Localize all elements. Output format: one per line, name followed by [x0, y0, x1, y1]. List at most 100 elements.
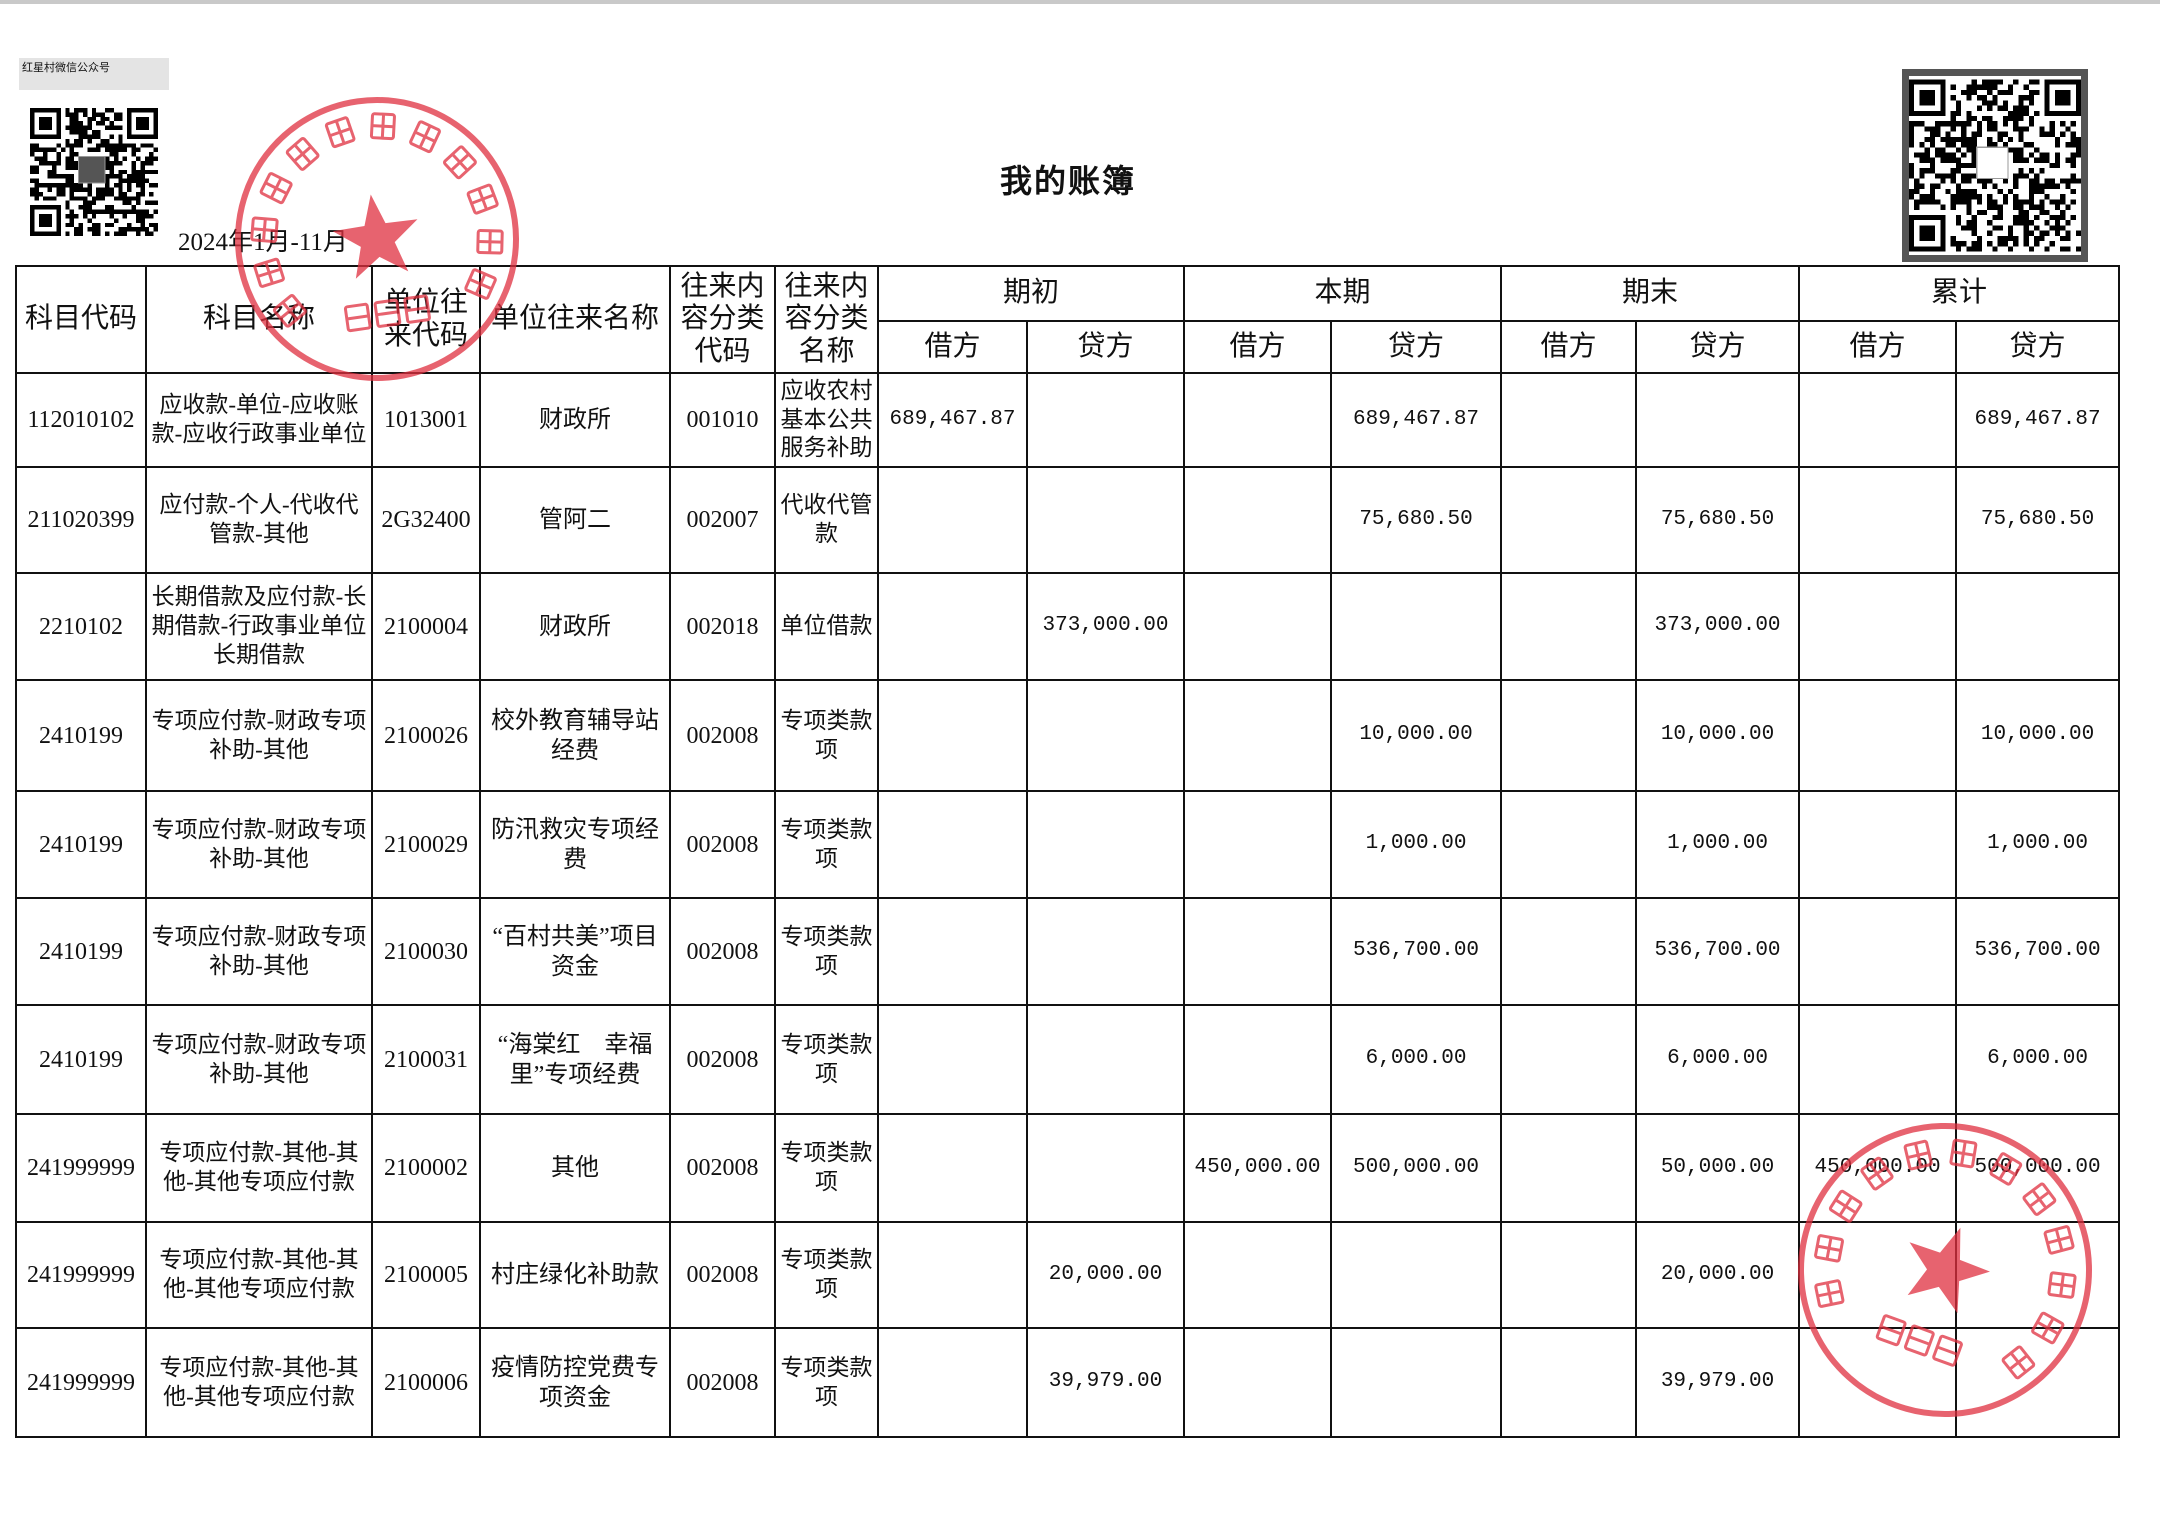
cell-unit-code: 2100026 — [371, 679, 481, 792]
cell-code: 2410199 — [15, 1004, 147, 1115]
cell-credit: 536,700.00 — [1955, 897, 2121, 1006]
cell-debit — [1798, 1221, 1958, 1329]
header-unit-code: 单位往来代码 — [371, 265, 481, 374]
cell-debit — [1183, 1221, 1333, 1329]
cell-code: 2410199 — [15, 790, 147, 899]
cell-credit — [1955, 1327, 2121, 1438]
cell-credit — [1330, 572, 1503, 681]
cell-cat-code: 001010 — [669, 372, 776, 468]
cell-credit — [1025, 790, 1186, 899]
table-row: 211020399 应付款-个人-代收代管款-其他 2G32400 管阿二 002007… — [15, 466, 2121, 574]
cell-cat-code: 002008 — [669, 790, 776, 899]
cell-debit — [877, 572, 1028, 681]
cell-credit: 20,000.00 — [1025, 1221, 1186, 1329]
cell-debit — [1798, 1004, 1958, 1115]
table-row: 241999999 专项应付款-其他-其他-其他专项应付款 2100005 村庄绿化补… — [15, 1221, 2121, 1329]
cell-credit: 536,700.00 — [1635, 897, 1801, 1006]
cell-credit: 6,000.00 — [1635, 1004, 1801, 1115]
cell-credit: 75,680.50 — [1635, 466, 1801, 574]
cell-name: 专项应付款-其他-其他-其他专项应付款 — [145, 1221, 373, 1329]
cell-unit-name: 校外教育辅导站经费 — [479, 679, 671, 792]
cell-credit: 373,000.00 — [1635, 572, 1801, 681]
cell-name: 专项应付款-财政专项补助-其他 — [145, 897, 373, 1006]
cell-credit — [1635, 372, 1801, 468]
header-credit: 贷方 — [1025, 320, 1186, 374]
cell-debit — [877, 1221, 1028, 1329]
cell-debit — [1183, 897, 1333, 1006]
cell-cat-code: 002008 — [669, 1004, 776, 1115]
ledger-table: 科目代码 科目名称 单位往来代码 单位往来名称 往来内容分类代码 往来内容分类名… — [15, 265, 2121, 1438]
cell-cat-code: 002008 — [669, 1113, 776, 1223]
cell-unit-code: 2G32400 — [371, 466, 481, 574]
cell-unit-name: 村庄绿化补助款 — [479, 1221, 671, 1329]
qr-code-left — [30, 103, 158, 241]
cell-credit: 689,467.87 — [1955, 372, 2121, 468]
cell-credit — [1025, 1113, 1186, 1223]
cell-debit — [1798, 572, 1958, 681]
cell-name: 专项应付款-财政专项补助-其他 — [145, 1004, 373, 1115]
cell-code: 2410199 — [15, 679, 147, 792]
cell-credit: 10,000.00 — [1955, 679, 2121, 792]
cell-credit — [1330, 1327, 1503, 1438]
cell-debit — [1183, 1327, 1333, 1438]
cell-debit — [1798, 790, 1958, 899]
cell-unit-name: 其他 — [479, 1113, 671, 1223]
cell-debit — [1500, 1221, 1638, 1329]
table-row: 2410199 专项应付款-财政专项补助-其他 2100030 “百村共美”项目资金 0… — [15, 897, 2121, 1006]
header-code: 科目代码 — [15, 265, 147, 374]
header-cat-name: 往来内容分类名称 — [774, 265, 879, 374]
cell-cat-name: 专项类款项 — [774, 1327, 879, 1438]
cell-credit — [1955, 572, 2121, 681]
cell-cat-name: 应收农村基本公共服务补助 — [774, 372, 879, 468]
cell-cat-name: 代收代管款 — [774, 466, 879, 574]
cell-credit: 50,000.00 — [1635, 1113, 1801, 1223]
header-credit: 贷方 — [1955, 320, 2121, 374]
cell-debit — [1183, 466, 1333, 574]
cell-unit-code: 2100030 — [371, 897, 481, 1006]
cell-cat-code: 002008 — [669, 679, 776, 792]
header-debit: 借方 — [877, 320, 1028, 374]
cell-credit — [1955, 1221, 2121, 1329]
cell-name: 长期借款及应付款-长期借款-行政事业单位长期借款 — [145, 572, 373, 681]
header-credit: 贷方 — [1330, 320, 1503, 374]
cell-cat-code: 002018 — [669, 572, 776, 681]
table-row: 2410199 专项应付款-财政专项补助-其他 2100031 “海棠红 幸福里”专项… — [15, 1004, 2121, 1115]
cell-code: 241999999 — [15, 1113, 147, 1223]
cell-cat-name: 专项类款项 — [774, 1221, 879, 1329]
cell-credit: 6,000.00 — [1955, 1004, 2121, 1115]
cell-debit: 450,000.00 — [1798, 1113, 1958, 1223]
cell-name: 应收款-单位-应收账款-应收行政事业单位 — [145, 372, 373, 468]
cell-credit — [1025, 466, 1186, 574]
cell-unit-code: 1013001 — [371, 372, 481, 468]
cell-cat-code: 002008 — [669, 1221, 776, 1329]
header-current: 本期 — [1183, 265, 1503, 322]
cell-cat-name: 单位借款 — [774, 572, 879, 681]
cell-cat-code: 002008 — [669, 1327, 776, 1438]
cell-debit — [1500, 1327, 1638, 1438]
page-title: 我的账簿 — [999, 163, 1136, 199]
table-row: 112010102 应收款-单位-应收账款-应收行政事业单位 1013001 财政所 0… — [15, 372, 2121, 468]
cell-credit: 536,700.00 — [1330, 897, 1503, 1006]
cell-credit: 39,979.00 — [1025, 1327, 1186, 1438]
cell-debit — [1183, 679, 1333, 792]
cell-debit — [1798, 1327, 1958, 1438]
cell-unit-name: 疫情防控党费专项资金 — [479, 1327, 671, 1438]
cell-name: 专项应付款-其他-其他-其他专项应付款 — [145, 1327, 373, 1438]
cell-credit — [1330, 1221, 1503, 1329]
wechat-label: 红星村微信公众号 — [19, 58, 169, 90]
cell-credit: 1,000.00 — [1955, 790, 2121, 899]
cell-credit: 20,000.00 — [1635, 1221, 1801, 1329]
cell-code: 241999999 — [15, 1221, 147, 1329]
table-row: 2210102 长期借款及应付款-长期借款-行政事业单位长期借款 2100004 财政… — [15, 572, 2121, 681]
period-label: 2024年1月-11月 — [178, 229, 348, 256]
cell-debit — [877, 1113, 1028, 1223]
cell-unit-name: “海棠红 幸福里”专项经费 — [479, 1004, 671, 1115]
cell-debit — [877, 1327, 1028, 1438]
cell-unit-name: 财政所 — [479, 572, 671, 681]
cell-debit — [1183, 372, 1333, 468]
cell-cat-name: 专项类款项 — [774, 1004, 879, 1115]
cell-debit — [1500, 790, 1638, 899]
header-unit-name: 单位往来名称 — [479, 265, 671, 374]
cell-credit: 373,000.00 — [1025, 572, 1186, 681]
qr-code-right — [1902, 69, 2088, 262]
